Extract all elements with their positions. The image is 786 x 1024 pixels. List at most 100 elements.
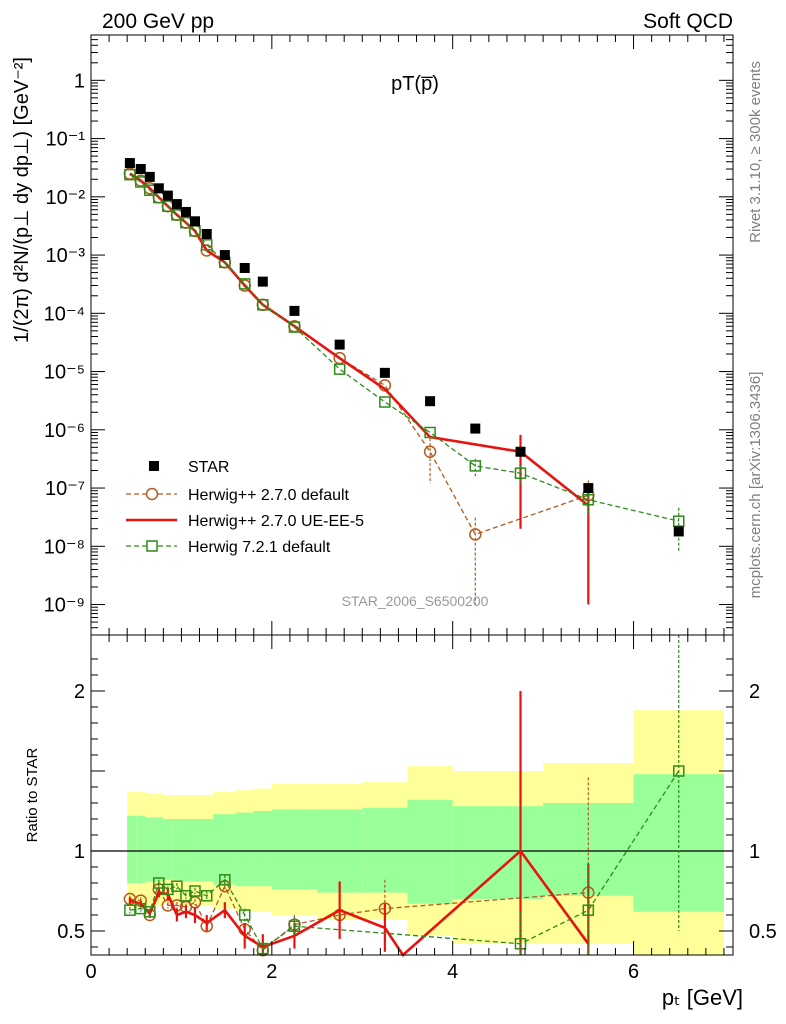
legend-marker-circle — [145, 487, 159, 501]
data-point — [124, 904, 136, 916]
series-line — [129, 770, 680, 950]
y-tick-label: 10⁻¹ — [46, 129, 86, 151]
data-point — [200, 239, 213, 251]
watermark: STAR_2006_S6500200 — [342, 593, 489, 609]
data-point — [514, 467, 527, 479]
plot-title: pT(p̅) — [391, 73, 439, 95]
uncertainty-band-inner — [136, 815, 146, 883]
data-point — [153, 877, 165, 889]
data-point — [514, 938, 527, 950]
data-point — [515, 446, 526, 457]
data-point — [238, 278, 251, 290]
data-point — [189, 216, 200, 227]
data-point — [673, 526, 684, 537]
y-tick-label: 10⁻⁹ — [44, 595, 85, 617]
uncertainty-band-inner — [199, 819, 214, 882]
ratio-axis-ticks: 0 2 4 6 0.5 0.5 1 1 2 2 — [57, 635, 777, 983]
data-point — [171, 880, 183, 892]
data-point — [200, 890, 213, 902]
data-point — [257, 299, 269, 311]
y-tick-label: 2 — [74, 681, 85, 703]
ratio-panel: 0 2 4 6 0.5 0.5 1 1 2 2 Ratio to STAR pₜ [GeV] — [24, 634, 777, 1010]
y-tick-label: 0.5 — [749, 921, 777, 943]
uncertainty-band-inner — [190, 819, 200, 882]
y-tick-label: 10⁻⁷ — [45, 478, 85, 500]
data-point — [672, 515, 685, 527]
data-point — [424, 426, 436, 439]
data-point — [582, 493, 595, 506]
data-point — [583, 483, 594, 494]
series-line — [129, 174, 679, 522]
data-point — [134, 902, 147, 915]
y-tick-label: 10⁻⁶ — [44, 420, 85, 442]
uncertainty-band-inner — [271, 809, 318, 890]
legend-label: Herwig 7.2.1 default — [188, 539, 331, 556]
uncertainty-band-inner — [163, 819, 173, 880]
y-tick-label: 1 — [74, 841, 85, 863]
main-axis-ticks: 10⁻⁹ 10⁻⁸ 10⁻⁷ 10⁻⁶ 10⁻⁵ 10⁻⁴ 10⁻³ 10⁻² 10⁻¹ 1 — [44, 34, 733, 636]
data-point — [379, 396, 391, 408]
data-point — [144, 171, 155, 182]
data-point — [162, 883, 174, 896]
legend-label: Herwig++ 2.7.0 UE-EE-5 — [188, 513, 364, 530]
series-line — [129, 849, 590, 957]
data-point — [469, 528, 482, 541]
data-point — [238, 909, 251, 921]
uncertainty-band-inner — [127, 815, 137, 883]
y-tick-label: 10⁻⁸ — [44, 536, 85, 558]
data-point — [239, 262, 250, 273]
data-point — [153, 183, 164, 194]
data-point — [162, 190, 173, 201]
data-point — [189, 885, 201, 897]
data-point — [379, 367, 390, 378]
legend-label: Herwig++ 2.7.0 default — [188, 487, 350, 504]
legend-marker-star — [149, 461, 159, 471]
uncertainty-band-inner — [213, 814, 236, 885]
data-point — [470, 423, 481, 434]
data-point — [201, 228, 212, 239]
data-point — [334, 339, 345, 350]
uncertainty-band-inner — [181, 819, 191, 882]
y-tick-label: 0.5 — [57, 921, 85, 943]
main-y-axis-label: 1/(2π) d²N/(p⊥ dy dp⊥) [GeV⁻²] — [11, 57, 33, 343]
main-data-layer — [123, 158, 685, 605]
data-point — [144, 906, 156, 918]
legend: STAR Herwig++ 2.7.0 default Herwig++ 2.7.0… — [126, 459, 364, 556]
main-panel: 10⁻⁹ 10⁻⁸ 10⁻⁷ 10⁻⁶ 10⁻⁵ 10⁻⁴ 10⁻³ 10⁻² 10⁻¹ 1 pT… — [11, 34, 734, 636]
mcplots-reference-label: mcplots.cern.ch [arXiv:1306.3436] — [747, 372, 764, 599]
data-point — [124, 168, 136, 181]
y-tick-label: 10⁻⁴ — [44, 303, 85, 325]
x-tick-label: 2 — [266, 961, 277, 983]
data-point — [180, 206, 191, 217]
ratio-y-axis-label: Ratio to STAR — [24, 747, 41, 842]
x-tick-label: 0 — [85, 961, 96, 983]
legend-marker-square — [146, 540, 158, 552]
data-point — [288, 321, 301, 333]
x-tick-label: 6 — [628, 961, 639, 983]
uncertainty-band-inner — [407, 799, 453, 904]
uncertainty-band-inner — [253, 811, 272, 887]
x-tick-label: 4 — [447, 961, 458, 983]
ratio-data-layer — [91, 635, 733, 957]
y-tick-label: 10⁻² — [46, 187, 86, 209]
data-point — [134, 176, 147, 188]
x-axis-label: pₜ [GeV] — [662, 985, 743, 1010]
data-point — [219, 874, 231, 886]
uncertainty-band-inner — [172, 819, 182, 880]
y-tick-label: 10⁻³ — [46, 245, 86, 267]
uncertainty-band-inner — [235, 812, 254, 887]
uncertainty-band-inner — [154, 817, 164, 882]
data-point — [469, 460, 482, 472]
data-point — [288, 920, 301, 932]
data-point — [257, 276, 268, 287]
data-point — [171, 199, 182, 210]
data-point — [124, 158, 135, 169]
data-point — [582, 904, 595, 916]
y-tick-label: 1 — [749, 841, 760, 863]
y-tick-label: 10⁻⁵ — [44, 362, 85, 384]
data-point — [219, 250, 230, 261]
legend-label: STAR — [188, 459, 229, 476]
y-tick-label: 2 — [749, 681, 760, 703]
uncertainty-band-inner — [362, 807, 408, 893]
